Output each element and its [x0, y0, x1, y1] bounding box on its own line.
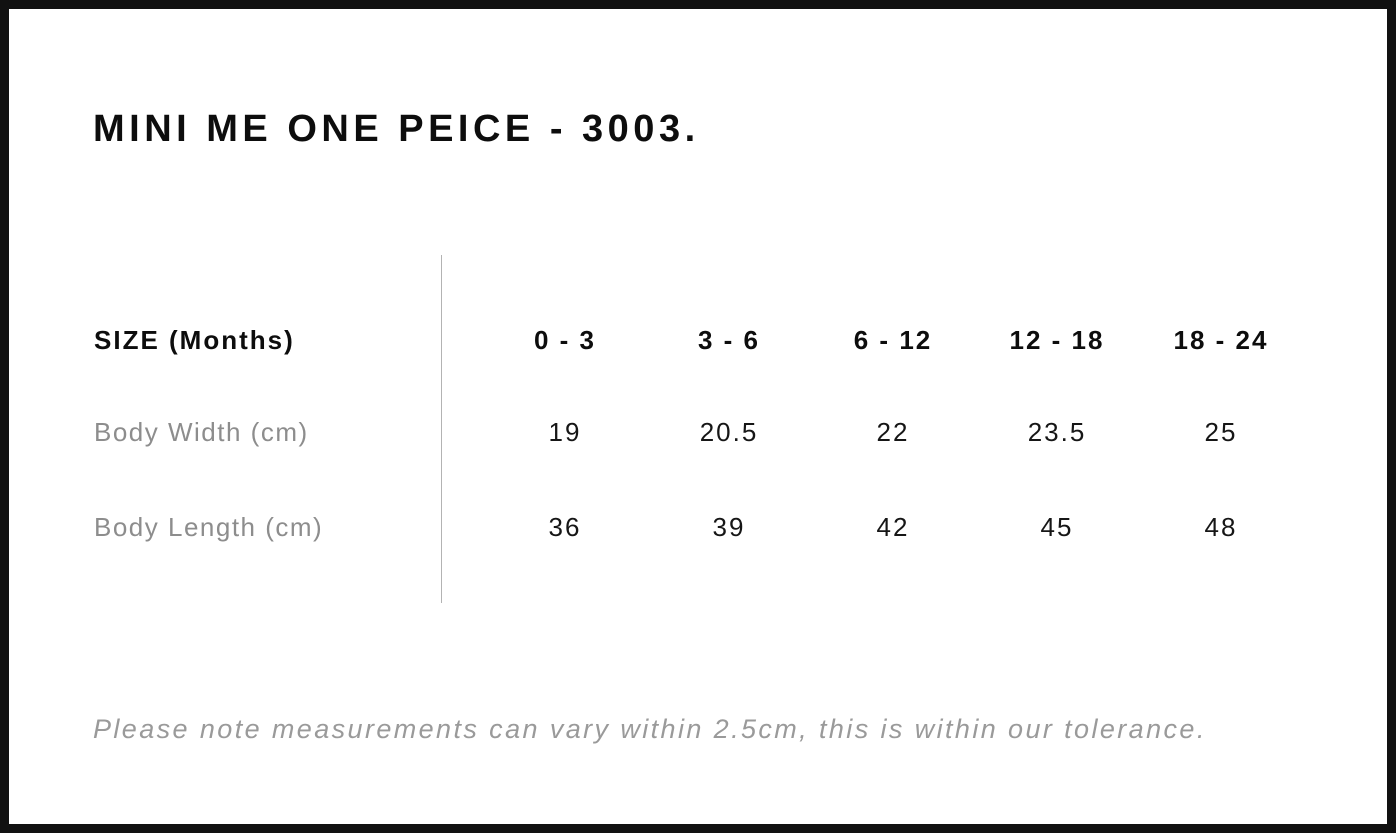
tolerance-note: Please note measurements can vary within… — [93, 714, 1207, 744]
body-length-value: 45 — [1040, 512, 1074, 542]
body-length-value: 39 — [712, 512, 746, 542]
size-header-label: SIZE (Months) — [94, 325, 295, 355]
body-length-value: 48 — [1204, 512, 1238, 542]
row-label-body-width: Body Width (cm) — [94, 417, 309, 447]
column-header-0-3: 0 - 3 — [533, 325, 597, 355]
body-length-value: 36 — [548, 512, 582, 542]
table-divider — [441, 255, 442, 603]
column-header-12-18: 12 - 18 — [1009, 325, 1105, 355]
body-width-value: 20.5 — [699, 417, 759, 447]
size-table: SIZE (Months) 0 - 3 3 - 6 6 - 12 12 - 18… — [94, 255, 1309, 603]
table-row-body-width: Body Width (cm) 19 20.5 22 23.5 25 — [94, 414, 1309, 450]
body-width-value: 22 — [876, 417, 910, 447]
body-width-value: 19 — [548, 417, 582, 447]
column-header-18-24: 18 - 24 — [1173, 325, 1269, 355]
page-title: MINI ME ONE PEICE - 3003. — [93, 108, 700, 150]
column-header-3-6: 3 - 6 — [697, 325, 761, 355]
table-header-row: SIZE (Months) 0 - 3 3 - 6 6 - 12 12 - 18… — [94, 322, 1309, 358]
body-length-value: 42 — [876, 512, 910, 542]
body-width-value: 25 — [1204, 417, 1238, 447]
row-label-body-length: Body Length (cm) — [94, 512, 324, 542]
column-header-6-12: 6 - 12 — [853, 325, 933, 355]
body-width-value: 23.5 — [1027, 417, 1087, 447]
table-row-body-length: Body Length (cm) 36 39 42 45 48 — [94, 509, 1309, 545]
